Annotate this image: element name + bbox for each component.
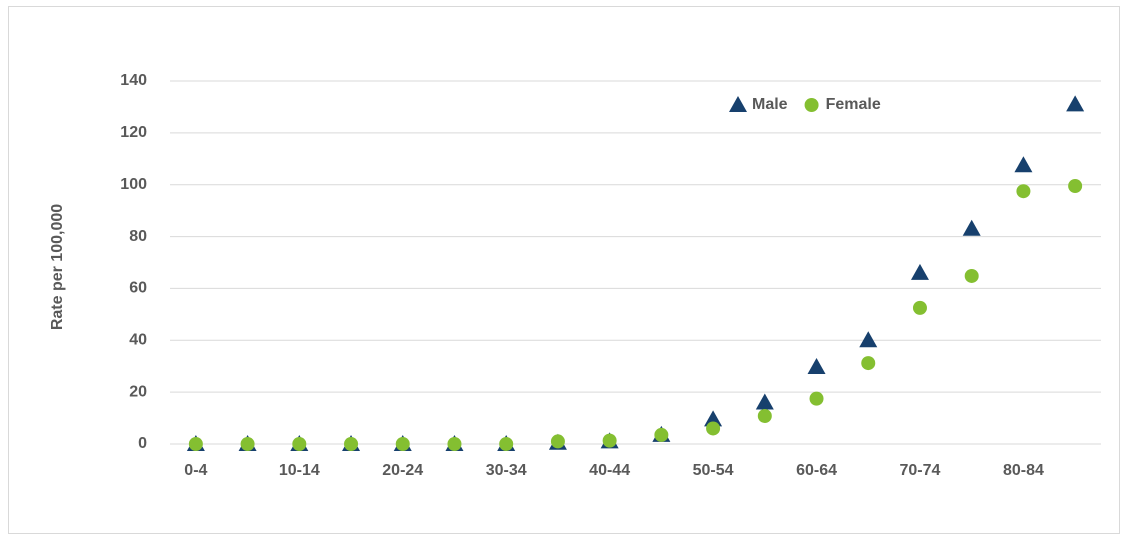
data-point bbox=[964, 268, 979, 283]
y-tick-label: 0 bbox=[138, 435, 147, 452]
data-point bbox=[706, 421, 721, 436]
x-tick-label: 40-44 bbox=[589, 462, 630, 479]
legend: Male Female bbox=[729, 96, 881, 113]
data-point bbox=[292, 437, 307, 451]
data-point bbox=[602, 433, 617, 448]
legend-label: Male bbox=[752, 96, 788, 113]
data-point bbox=[1068, 179, 1083, 194]
x-tick-label: 80-84 bbox=[1003, 462, 1044, 479]
data-point bbox=[240, 437, 255, 451]
x-tick-label: 10-14 bbox=[279, 462, 320, 479]
x-tick-label: 30-34 bbox=[486, 462, 527, 479]
data-point bbox=[962, 219, 981, 236]
y-tick-label: 40 bbox=[129, 332, 147, 349]
x-tick-label: 0-4 bbox=[184, 462, 207, 479]
data-point bbox=[550, 434, 565, 449]
data-point bbox=[809, 391, 824, 406]
x-tick-label: 20-24 bbox=[382, 462, 423, 479]
y-tick-label: 120 bbox=[120, 124, 147, 141]
data-point bbox=[188, 437, 203, 451]
chart-frame bbox=[8, 6, 1120, 534]
data-point bbox=[859, 331, 878, 348]
data-point bbox=[757, 408, 772, 423]
data-point bbox=[861, 356, 876, 371]
legend-label: Female bbox=[826, 96, 881, 113]
data-point bbox=[1066, 95, 1085, 112]
legend-marker bbox=[729, 96, 747, 112]
data-point bbox=[499, 437, 514, 451]
x-tick-label: 50-54 bbox=[693, 462, 734, 479]
data-point bbox=[1014, 156, 1033, 173]
data-point bbox=[912, 300, 927, 315]
y-axis-label: Rate per 100,000 bbox=[49, 204, 66, 330]
legend-marker bbox=[804, 98, 819, 112]
data-point bbox=[704, 410, 723, 427]
data-point bbox=[1016, 184, 1031, 199]
x-tick-label: 60-64 bbox=[796, 462, 837, 479]
y-tick-label: 80 bbox=[129, 228, 147, 245]
x-tick-label: 70-74 bbox=[900, 462, 941, 479]
y-tick-label: 100 bbox=[120, 176, 147, 193]
data-point bbox=[395, 437, 410, 451]
data-point bbox=[755, 393, 774, 410]
y-tick-label: 140 bbox=[120, 72, 147, 89]
data-point bbox=[910, 263, 929, 280]
data-point bbox=[654, 427, 669, 442]
y-tick-label: 60 bbox=[129, 280, 147, 297]
data-point bbox=[807, 357, 826, 374]
data-point bbox=[447, 437, 462, 451]
y-tick-label: 20 bbox=[129, 383, 147, 400]
data-point bbox=[344, 437, 359, 451]
